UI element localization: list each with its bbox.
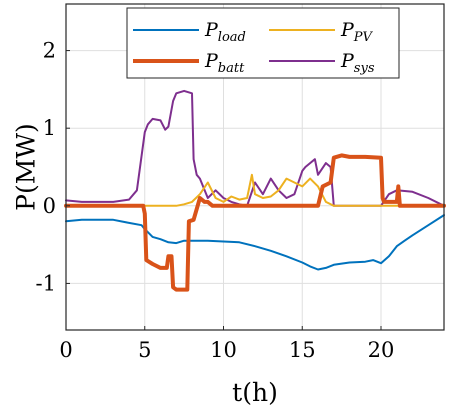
legend-entry-main: P (340, 50, 355, 72)
x-axis-label: t(h) (232, 378, 278, 407)
legend-entry-label: Pbatt (204, 50, 245, 76)
y-tick-label: 0 (43, 194, 56, 218)
y-tick-label: 2 (43, 39, 56, 63)
plot-frame (65, 3, 445, 331)
legend-entry-label: Psys (340, 50, 375, 76)
series-line-p-batt (64, 153, 446, 292)
legend-entry-label: PPV (340, 19, 374, 45)
series-line-p-load (65, 214, 445, 271)
x-tick-label: 5 (138, 338, 151, 362)
legend-entry-subscript: sys (354, 61, 375, 76)
legend-entry-subscript: batt (218, 61, 245, 76)
legend-entry-subscript: load (218, 30, 246, 45)
legend-entry-main: P (340, 19, 355, 41)
x-tick-label: 15 (289, 338, 316, 362)
x-tick-label: 10 (210, 338, 237, 362)
legend-entry-label: Pload (204, 19, 246, 45)
legend-entry-subscript: PV (353, 30, 374, 45)
legend-box (126, 7, 400, 79)
y-tick-label: 1 (43, 116, 56, 140)
legend-entry-main: P (204, 19, 219, 41)
legend-entry-main: P (204, 50, 219, 72)
x-tick-label: 0 (59, 338, 72, 362)
y-tick-label: -1 (36, 271, 56, 295)
x-tick-label: 20 (368, 338, 395, 362)
y-axis-label: P(MW) (12, 123, 41, 211)
series-group (64, 89, 446, 292)
